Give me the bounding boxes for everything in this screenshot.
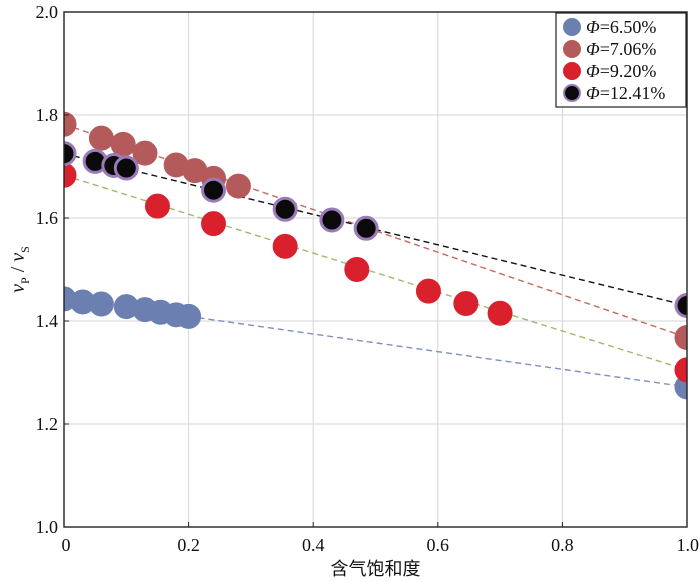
data-points: [64, 111, 687, 400]
x-axis-ticks: 0 0.2 0.4 0.6 0.8 1.0: [62, 522, 700, 555]
data-point: [272, 196, 298, 222]
data-point: [344, 257, 370, 282]
data-point: [144, 193, 170, 219]
x-tick-label: 0: [62, 535, 71, 555]
x-tick-label: 0.4: [302, 535, 325, 555]
legend-phi: Φ: [586, 17, 600, 37]
data-point: [64, 162, 77, 188]
y-tick-label: 1.0: [36, 517, 59, 537]
legend-value: 12.41%: [610, 83, 666, 103]
legend-value: 6.50%: [610, 17, 657, 37]
legend-marker: [563, 18, 581, 36]
plot-frame: [63, 11, 688, 528]
y-tick-label: 1.6: [36, 208, 59, 228]
data-point: [319, 207, 345, 233]
data-point: [674, 324, 687, 350]
x-tick-label: 0.6: [427, 535, 450, 555]
legend: Φ=6.50%Φ=7.06%Φ=9.20%Φ=12.41%: [555, 12, 687, 108]
legend-marker: [563, 40, 581, 58]
data-point: [64, 111, 77, 137]
data-point: [272, 233, 298, 259]
data-point: [88, 291, 114, 317]
data-point: [415, 278, 441, 304]
y-label-v2: v: [7, 253, 29, 262]
data-point: [674, 293, 687, 319]
data-point: [201, 211, 227, 237]
y-label-sub2: S: [18, 246, 32, 253]
data-point: [113, 155, 139, 181]
x-axis-label: 含气饱和度: [331, 559, 421, 580]
data-point: [132, 140, 158, 166]
legend-phi: Φ: [586, 39, 600, 59]
y-tick-label: 1.2: [36, 414, 59, 434]
legend-entry: Φ=12.41%: [586, 83, 665, 103]
legend-value: 7.06%: [610, 39, 657, 59]
data-point: [88, 125, 114, 151]
trend-line: [188, 315, 688, 388]
y-tick-label: 1.8: [36, 105, 59, 125]
legend-marker: [563, 84, 581, 102]
legend-entry: Φ=9.20%: [586, 61, 656, 81]
trend-line: [63, 174, 688, 371]
y-label-v1: v: [7, 284, 29, 293]
legend-marker: [563, 62, 581, 80]
legend-entry: Φ=6.50%: [586, 17, 656, 37]
data-point: [353, 215, 379, 241]
y-tick-label: 1.4: [36, 311, 59, 331]
x-tick-label: 0.2: [177, 535, 200, 555]
data-point: [201, 177, 227, 203]
data-point: [487, 300, 513, 326]
y-tick-label: 2.0: [36, 2, 59, 22]
legend-eq: =: [600, 39, 610, 59]
legend-eq: =: [600, 61, 610, 81]
data-point: [110, 131, 136, 157]
data-point: [674, 357, 687, 383]
data-point: [453, 290, 479, 316]
legend-phi: Φ: [586, 83, 600, 103]
legend-value: 9.20%: [610, 61, 657, 81]
y-label-sub1: P: [18, 277, 32, 284]
trend-lines: [63, 123, 688, 388]
data-point: [64, 141, 77, 167]
data-point: [176, 303, 202, 329]
x-tick-label: 0.8: [551, 535, 574, 555]
x-tick-label: 1.0: [677, 535, 700, 555]
y-axis-label: vP / vS: [7, 246, 32, 293]
y-label-sep: /: [7, 262, 29, 278]
legend-phi: Φ: [586, 61, 600, 81]
legend-eq: =: [600, 17, 610, 37]
y-axis-ticks: 1.0 1.2 1.4 1.6 1.8 2.0: [36, 2, 69, 537]
legend-entry: Φ=7.06%: [586, 39, 656, 59]
legend-eq: =: [600, 83, 610, 103]
data-point: [225, 173, 251, 199]
